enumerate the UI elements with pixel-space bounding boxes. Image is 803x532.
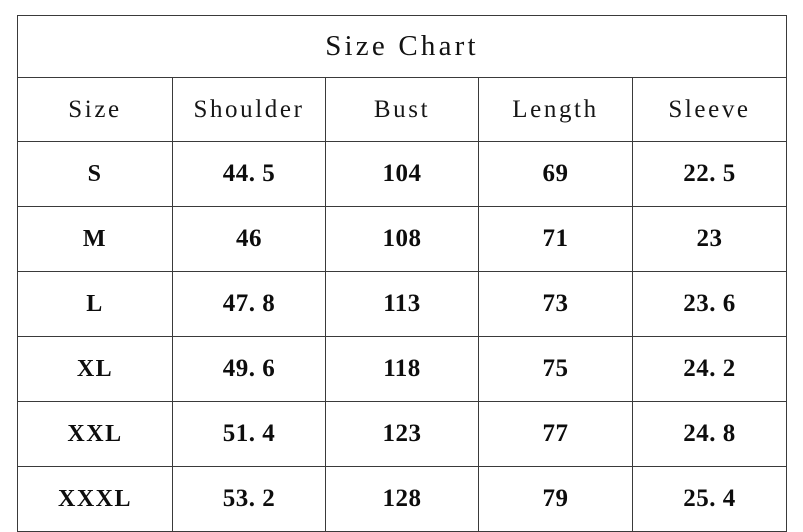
column-header-shoulder: Shoulder <box>172 77 326 142</box>
table-header-row: Size Shoulder Bust Length Sleeve <box>17 77 787 142</box>
cell-size: XXL <box>17 401 173 467</box>
table-row: L 47. 8 113 73 23. 6 <box>17 271 787 337</box>
cell-bust: 128 <box>325 466 479 532</box>
table-row: S 44. 5 104 69 22. 5 <box>17 141 787 207</box>
title-row: Size Chart <box>17 15 787 78</box>
cell-size: XXXL <box>17 466 173 532</box>
cell-shoulder: 46 <box>172 206 326 272</box>
cell-sleeve: 23 <box>632 206 787 272</box>
cell-shoulder: 53. 2 <box>172 466 326 532</box>
cell-sleeve: 23. 6 <box>632 271 787 337</box>
cell-size: XL <box>17 336 173 402</box>
cell-size: S <box>17 141 173 207</box>
cell-length: 69 <box>478 141 633 207</box>
cell-length: 77 <box>478 401 633 467</box>
cell-shoulder: 51. 4 <box>172 401 326 467</box>
size-chart-table: Size Chart Size Shoulder Bust Length Sle… <box>17 15 787 532</box>
column-header-bust: Bust <box>325 77 479 142</box>
table-row: XXL 51. 4 123 77 24. 8 <box>17 401 787 467</box>
cell-sleeve: 24. 2 <box>632 336 787 402</box>
cell-length: 71 <box>478 206 633 272</box>
cell-sleeve: 24. 8 <box>632 401 787 467</box>
column-header-size: Size <box>17 77 173 142</box>
column-header-length: Length <box>478 77 633 142</box>
cell-sleeve: 25. 4 <box>632 466 787 532</box>
cell-bust: 104 <box>325 141 479 207</box>
cell-shoulder: 49. 6 <box>172 336 326 402</box>
cell-shoulder: 47. 8 <box>172 271 326 337</box>
column-header-sleeve: Sleeve <box>632 77 787 142</box>
table-row: XL 49. 6 118 75 24. 2 <box>17 336 787 402</box>
cell-size: L <box>17 271 173 337</box>
cell-length: 73 <box>478 271 633 337</box>
table-row: M 46 108 71 23 <box>17 206 787 272</box>
cell-shoulder: 44. 5 <box>172 141 326 207</box>
cell-bust: 123 <box>325 401 479 467</box>
cell-sleeve: 22. 5 <box>632 141 787 207</box>
table-row: XXXL 53. 2 128 79 25. 4 <box>17 466 787 532</box>
cell-bust: 113 <box>325 271 479 337</box>
cell-length: 79 <box>478 466 633 532</box>
page-title: Size Chart <box>17 15 787 78</box>
cell-size: M <box>17 206 173 272</box>
cell-bust: 108 <box>325 206 479 272</box>
cell-length: 75 <box>478 336 633 402</box>
cell-bust: 118 <box>325 336 479 402</box>
